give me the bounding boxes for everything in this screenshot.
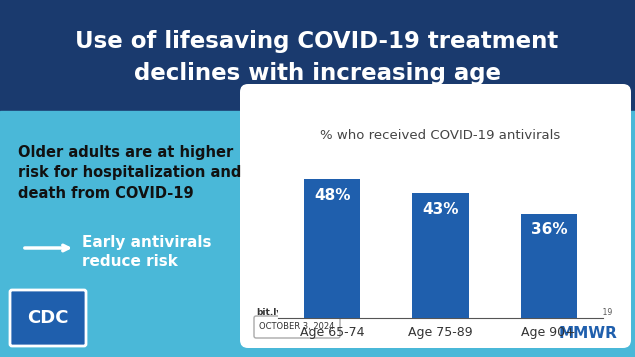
Bar: [0, 111, 635, 357]
FancyBboxPatch shape: [10, 290, 86, 346]
Bar: [0, 0, 635, 111]
Text: 48%: 48%: [314, 188, 351, 203]
Text: 43%: 43%: [422, 202, 458, 217]
Text: *393,390 nonhospitalized patients ≥65 years of age with COVID-19: *393,390 nonhospitalized patients ≥65 ye…: [353, 308, 612, 317]
Bar: [304, 179, 360, 318]
FancyBboxPatch shape: [240, 84, 631, 348]
Title: % who received COVID-19 antivirals: % who received COVID-19 antivirals: [321, 129, 561, 142]
Text: MMWR: MMWR: [559, 326, 618, 341]
Text: Older adults are at higher
risk for hospitalization and
death from COVID-19: Older adults are at higher risk for hosp…: [18, 145, 241, 201]
Text: declines with increasing age: declines with increasing age: [133, 62, 500, 85]
Bar: [412, 193, 469, 318]
Text: Use of lifesaving COVID-19 treatment: Use of lifesaving COVID-19 treatment: [76, 30, 559, 53]
Text: OCTOBER 3, 2024: OCTOBER 3, 2024: [259, 322, 335, 332]
Text: Early antivirals
reduce risk: Early antivirals reduce risk: [82, 235, 211, 269]
Text: bit.ly/mm7339a3: bit.ly/mm7339a3: [256, 308, 342, 317]
Bar: [521, 214, 577, 318]
Text: 36%: 36%: [530, 222, 567, 237]
FancyBboxPatch shape: [254, 316, 340, 338]
Text: CDC: CDC: [27, 309, 69, 327]
